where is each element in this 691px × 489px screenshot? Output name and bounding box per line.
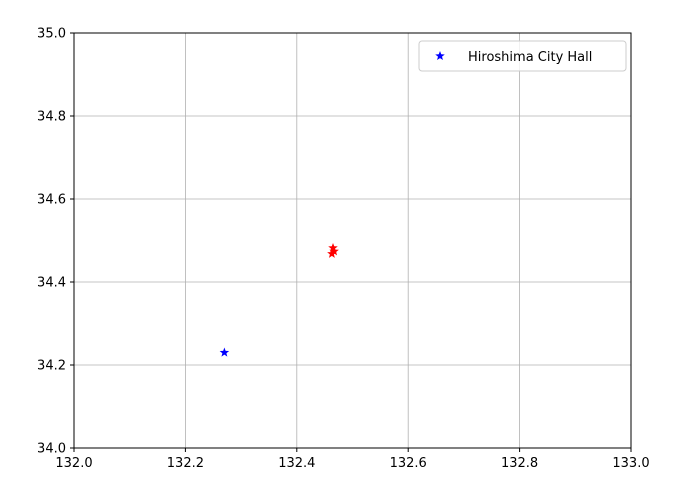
legend-star-marker [435,51,445,61]
legend: Hiroshima City Hall [418,40,627,72]
y-tick-label: 35.0 [37,27,66,42]
y-tick-label: 34.6 [37,193,66,208]
y-tick-label: 34.4 [37,276,66,291]
grid-lines [73,32,632,449]
axis-ticks: 132.0 132.2 132.4 132.6 132.8 133.0 34.0 34.2 34… [37,27,650,472]
x-tick-label: 132.8 [501,456,538,471]
legend-label-hiroshima-city-hall: Hiroshima City Hall [468,50,592,65]
marker-red-star [329,246,339,256]
data-markers [219,242,339,357]
marker-hiroshima-city-hall [219,347,230,357]
marker-red-star [328,242,338,253]
legend-star-icon [435,51,445,61]
x-tick-label: 132.0 [55,456,92,471]
legend-box [418,40,627,72]
plot-frame [73,32,632,449]
y-tick-label: 34.8 [37,110,66,125]
x-tick-label: 132.4 [278,456,315,471]
marker-red-star [327,248,337,258]
plot-area [74,33,631,448]
y-tick-label: 34.0 [37,442,66,457]
x-tick-label: 133.0 [612,456,649,471]
x-tick-label: 132.2 [167,456,204,471]
x-tick-label: 132.6 [390,456,427,471]
y-tick-label: 34.2 [37,359,66,374]
